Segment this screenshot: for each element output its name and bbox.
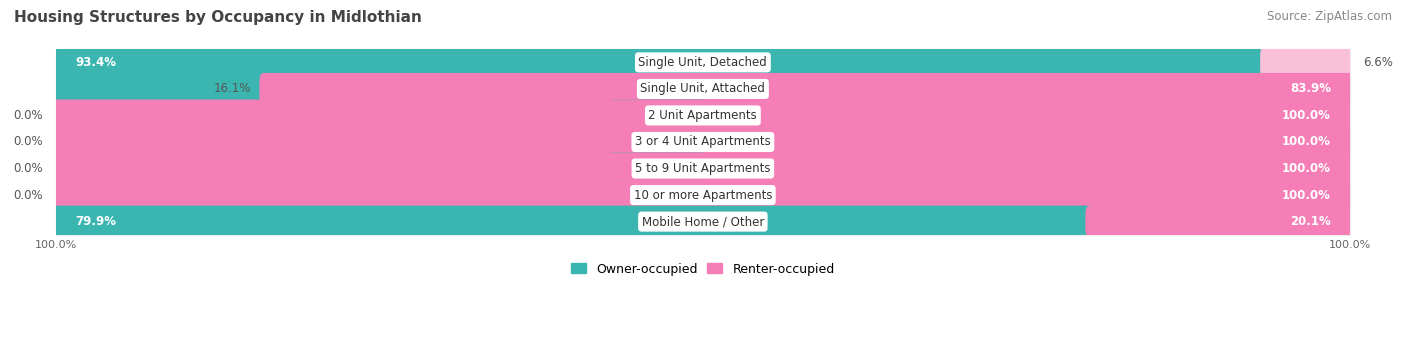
Text: 79.9%: 79.9%: [75, 215, 115, 228]
FancyBboxPatch shape: [609, 153, 707, 184]
Text: Housing Structures by Occupancy in Midlothian: Housing Structures by Occupancy in Midlo…: [14, 10, 422, 25]
Text: 100.0%: 100.0%: [1282, 135, 1331, 148]
FancyBboxPatch shape: [1085, 206, 1354, 237]
FancyBboxPatch shape: [609, 127, 707, 157]
FancyBboxPatch shape: [260, 74, 1354, 104]
Legend: Owner-occupied, Renter-occupied: Owner-occupied, Renter-occupied: [567, 257, 839, 281]
Text: 100.0%: 100.0%: [1282, 189, 1331, 202]
Text: 83.9%: 83.9%: [1289, 83, 1331, 95]
Text: Single Unit, Detached: Single Unit, Detached: [638, 56, 768, 69]
Text: 3 or 4 Unit Apartments: 3 or 4 Unit Apartments: [636, 135, 770, 148]
Text: 16.1%: 16.1%: [214, 83, 252, 95]
FancyBboxPatch shape: [52, 180, 1354, 210]
Bar: [55, 76, 1350, 102]
Bar: [55, 49, 1350, 75]
Bar: [55, 129, 1350, 155]
Text: 5 to 9 Unit Apartments: 5 to 9 Unit Apartments: [636, 162, 770, 175]
Bar: [55, 182, 1350, 208]
Text: Single Unit, Attached: Single Unit, Attached: [641, 83, 765, 95]
Text: 6.6%: 6.6%: [1364, 56, 1393, 69]
Text: 100.0%: 100.0%: [1282, 109, 1331, 122]
Text: 10 or more Apartments: 10 or more Apartments: [634, 189, 772, 202]
Text: 2 Unit Apartments: 2 Unit Apartments: [648, 109, 758, 122]
FancyBboxPatch shape: [609, 100, 707, 131]
FancyBboxPatch shape: [52, 100, 1354, 131]
Text: 0.0%: 0.0%: [13, 109, 42, 122]
Text: 93.4%: 93.4%: [75, 56, 115, 69]
FancyBboxPatch shape: [52, 47, 1268, 78]
FancyBboxPatch shape: [52, 74, 269, 104]
Bar: [55, 208, 1350, 235]
Text: 100.0%: 100.0%: [1282, 162, 1331, 175]
Bar: [55, 155, 1350, 182]
Text: 0.0%: 0.0%: [13, 135, 42, 148]
Text: 0.0%: 0.0%: [13, 162, 42, 175]
FancyBboxPatch shape: [1261, 47, 1354, 78]
FancyBboxPatch shape: [52, 153, 1354, 184]
Text: 0.0%: 0.0%: [13, 189, 42, 202]
Text: Source: ZipAtlas.com: Source: ZipAtlas.com: [1267, 10, 1392, 23]
Text: Mobile Home / Other: Mobile Home / Other: [641, 215, 763, 228]
Text: 20.1%: 20.1%: [1291, 215, 1331, 228]
FancyBboxPatch shape: [609, 180, 707, 210]
FancyBboxPatch shape: [52, 127, 1354, 157]
FancyBboxPatch shape: [52, 206, 1094, 237]
Bar: [55, 102, 1350, 129]
